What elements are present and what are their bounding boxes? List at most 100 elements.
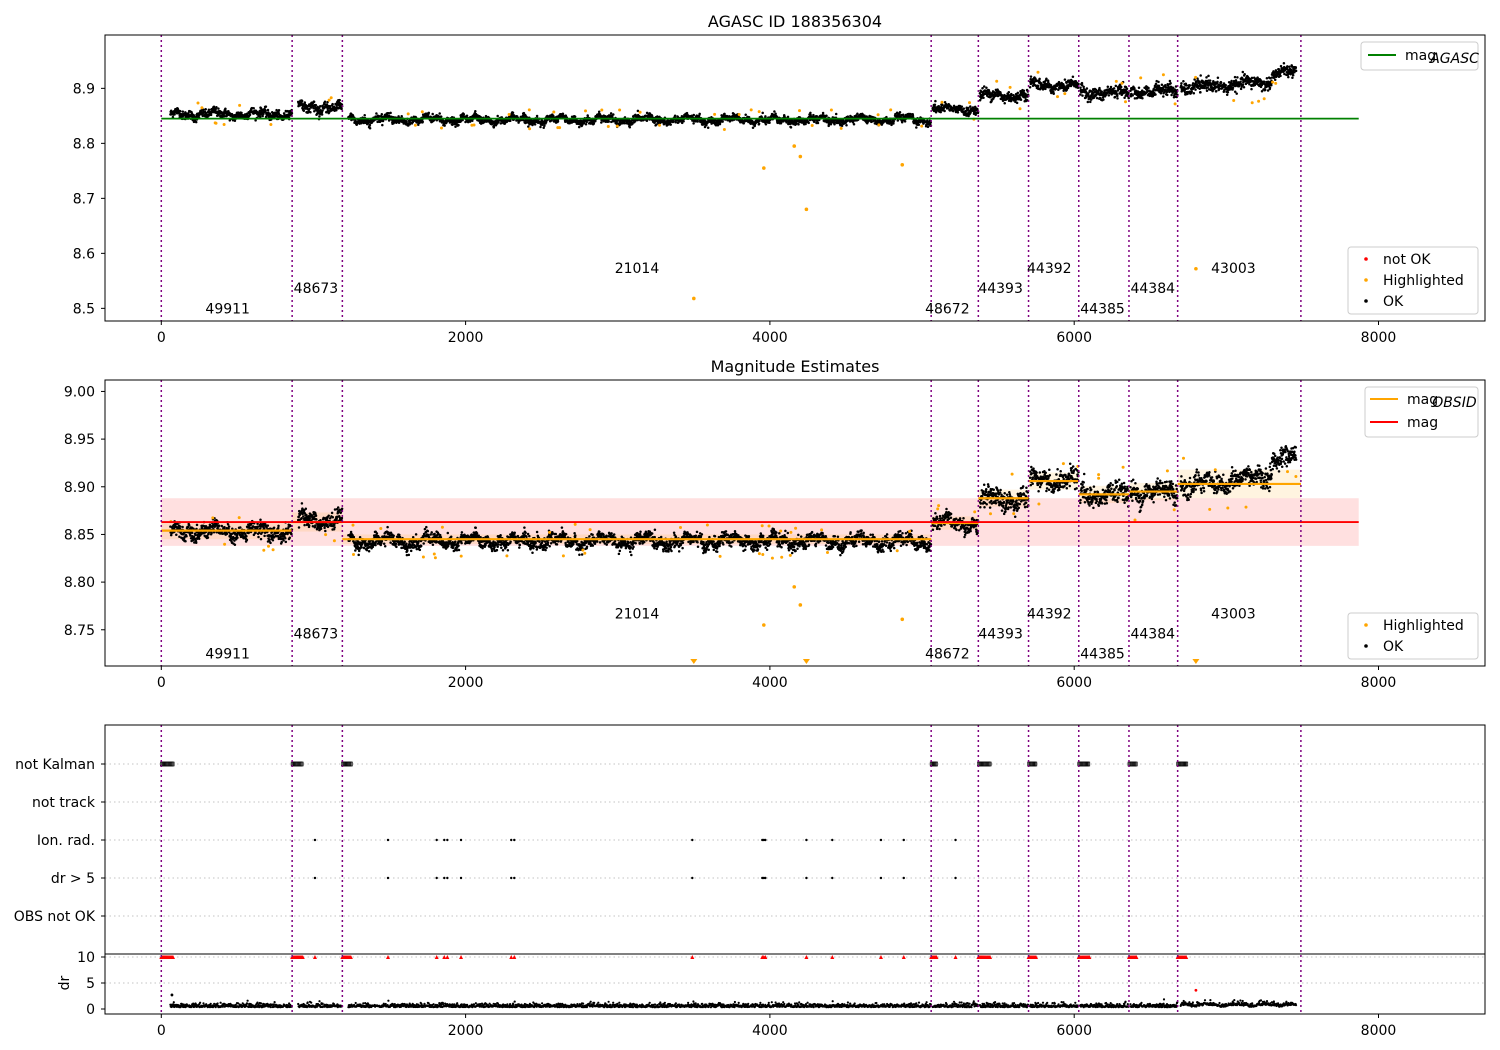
agasc-highlighted-point	[995, 79, 999, 83]
agasc-ok-point	[1113, 95, 1117, 99]
agasc-ok-point	[1291, 74, 1295, 77]
agasc-ok-point	[856, 112, 859, 116]
agasc-obsid-label: 44384	[1130, 281, 1175, 297]
agasc-ok-point	[303, 101, 307, 104]
agasc-ok-point	[845, 123, 848, 127]
agasc-ok-point	[173, 113, 176, 116]
agasc-ok-point	[509, 119, 512, 122]
estimates-panel-title: Magnitude Estimates	[711, 357, 880, 376]
agasc-ok-point	[209, 113, 213, 117]
agasc-y-tick-label: 8.6	[73, 246, 95, 262]
agasc-highlighted-point	[810, 124, 814, 127]
agasc-ok-point	[1180, 82, 1183, 85]
estimates-ok-point	[181, 525, 184, 529]
agasc-ok-point	[758, 119, 761, 123]
agasc-ok-point	[1095, 96, 1099, 100]
agasc-ok-point	[277, 108, 281, 112]
agasc-highlighted-point	[1257, 99, 1261, 103]
agasc-ok-point	[254, 119, 257, 122]
agasc-ok-point	[1007, 91, 1011, 94]
agasc-ok-point	[685, 111, 689, 115]
agasc-highlighted-point	[552, 110, 556, 114]
agasc-ok-point	[264, 105, 268, 108]
agasc-ok-point	[314, 103, 318, 107]
agasc-highlighted-point	[1063, 92, 1067, 96]
agasc-highlighted-point	[1194, 75, 1198, 79]
agasc-ok-point	[321, 109, 324, 112]
agasc-ok-point	[1085, 87, 1089, 90]
agasc-ok-point	[275, 108, 278, 112]
agasc-highlighted-outlier	[792, 144, 797, 148]
agasc-ok-point	[511, 111, 515, 115]
agasc-ok-point	[178, 109, 182, 113]
agasc-ok-point	[933, 103, 937, 106]
agasc-ok-point	[381, 123, 384, 127]
agasc-ok-point	[326, 101, 329, 104]
agasc-ok-point	[309, 106, 313, 109]
estimates-ok-point	[190, 531, 194, 534]
agasc-ok-point	[1236, 76, 1239, 79]
agasc-ok-point	[1199, 74, 1202, 77]
agasc-ok-point	[1225, 93, 1229, 97]
agasc-ok-point	[1063, 78, 1067, 81]
agasc-ok-point	[1216, 80, 1219, 84]
agasc-ok-point	[411, 120, 415, 124]
agasc-highlighted-outlier	[798, 154, 803, 159]
agasc-ok-point	[1164, 86, 1168, 89]
agasc-ok-point	[1199, 90, 1202, 94]
agasc-ok-point	[1205, 76, 1208, 79]
agasc-ok-point	[259, 115, 262, 119]
estimates-ok-point	[245, 534, 248, 538]
agasc-ok-point	[233, 119, 237, 122]
agasc-ok-point	[943, 109, 946, 113]
agasc-highlighted-point	[876, 113, 880, 117]
agasc-ok-point	[669, 123, 672, 126]
agasc-ok-point	[240, 111, 243, 115]
agasc-highlighted-point	[889, 108, 893, 112]
agasc-ok-point	[202, 108, 205, 111]
agasc-ok-point	[318, 115, 321, 118]
agasc-ok-point	[387, 119, 391, 122]
agasc-ok-point	[744, 113, 747, 116]
agasc-ok-point	[960, 105, 964, 108]
agasc-highlighted-point	[584, 109, 587, 113]
agasc-x-tick-label: 6000	[1056, 330, 1092, 346]
agasc-legend-label: OK	[1383, 294, 1404, 310]
agasc-ok-point	[465, 114, 469, 118]
estimates-ok-point	[236, 536, 239, 540]
agasc-ok-point	[1218, 87, 1221, 91]
agasc-ok-point	[807, 121, 810, 125]
agasc-highlighted-outlier	[692, 296, 696, 301]
agasc-ok-point	[1239, 80, 1242, 84]
agasc-ok-point	[1038, 77, 1041, 81]
agasc-ok-point	[1231, 86, 1235, 90]
estimates-panel: Magnitude Estimates 49911486732101448672…	[64, 357, 1486, 691]
agasc-ok-point	[962, 107, 966, 110]
agasc-ok-point	[1214, 90, 1218, 93]
agasc-highlighted-point	[877, 123, 881, 127]
agasc-plot-frame	[104, 34, 1486, 322]
agasc-highlighted-point	[968, 101, 971, 105]
agasc-ok-point	[1036, 84, 1040, 88]
agasc-ok-point	[607, 120, 610, 123]
agasc-ok-point	[1102, 98, 1105, 101]
agasc-ok-point	[584, 122, 588, 126]
agasc-highlighted-point	[600, 108, 604, 112]
agasc-ok-point	[1112, 87, 1116, 90]
agasc-ok-point	[340, 107, 343, 111]
agasc-ok-point	[1194, 88, 1197, 91]
agasc-ok-point	[451, 123, 454, 126]
agasc-highlighted-point	[1271, 80, 1275, 84]
agasc-ok-point	[439, 115, 443, 118]
agasc-ok-point	[1287, 75, 1290, 79]
estimates-ok-point	[239, 526, 242, 529]
agasc-ok-point	[600, 121, 603, 124]
estimates-ok-point	[185, 534, 188, 538]
agasc-ok-point	[794, 122, 798, 126]
agasc-ok-point	[389, 111, 392, 115]
agasc-ok-point	[1239, 87, 1243, 91]
agasc-ok-point	[821, 111, 825, 115]
agasc-ok-point	[1224, 83, 1227, 87]
